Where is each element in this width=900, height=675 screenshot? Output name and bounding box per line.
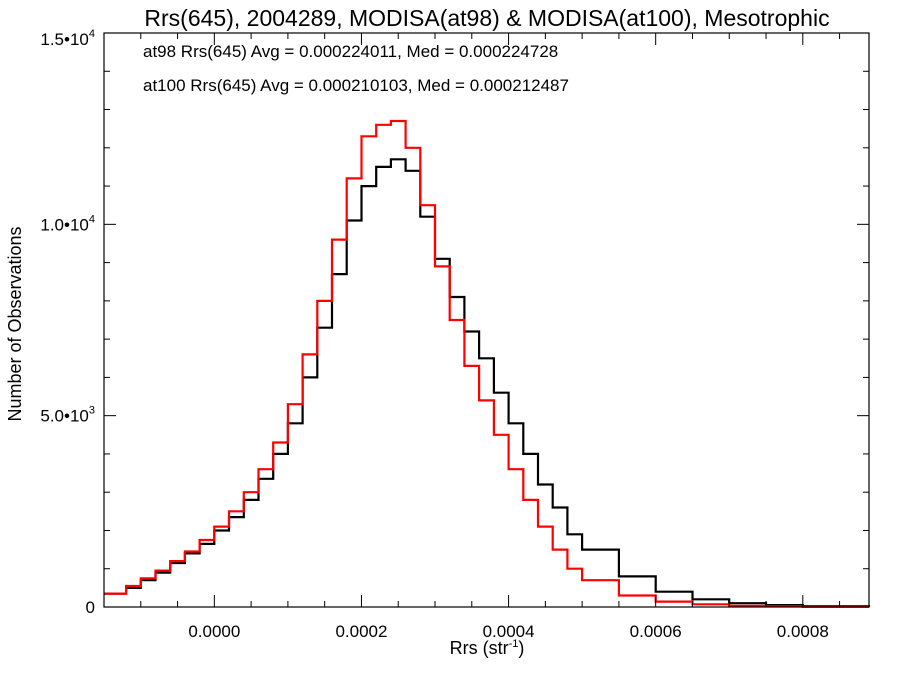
y-axis-label: Number of Observations bbox=[5, 226, 25, 421]
x-tick-label: 0.0006 bbox=[630, 622, 682, 641]
y-tick-label: 5.0•103 bbox=[40, 405, 95, 426]
x-axis-label: Rrs (str-1) bbox=[450, 638, 525, 658]
annotation-at98: at98 Rrs(645) Avg = 0.000224011, Med = 0… bbox=[143, 42, 558, 61]
x-tick-label: 0.0000 bbox=[188, 622, 240, 641]
x-tick-label: 0.0002 bbox=[335, 622, 387, 641]
chart-title: Rrs(645), 2004289, MODISA(at98) & MODISA… bbox=[144, 5, 829, 31]
annotation-at100: at100 Rrs(645) Avg = 0.000210103, Med = … bbox=[143, 76, 569, 95]
y-tick-label: 0 bbox=[86, 598, 95, 617]
y-tick-label: 1.5•104 bbox=[40, 28, 95, 49]
series-line-0 bbox=[104, 158, 871, 608]
x-axis-ticks: 0.0000 0.0002 0.0004 0.0006 0.0008 bbox=[140, 33, 841, 641]
y-tick-label: 1.0•104 bbox=[40, 213, 95, 234]
plot-frame bbox=[103, 32, 870, 608]
y-axis-ticks: 0 5.0•103 1.0•104 1.5•104 bbox=[40, 28, 869, 617]
x-tick-label: 0.0004 bbox=[483, 622, 535, 641]
plot-axes bbox=[103, 32, 870, 608]
x-tick-label: 0.0008 bbox=[777, 622, 829, 641]
plot-series bbox=[104, 119, 871, 608]
series-line-1 bbox=[104, 119, 871, 608]
